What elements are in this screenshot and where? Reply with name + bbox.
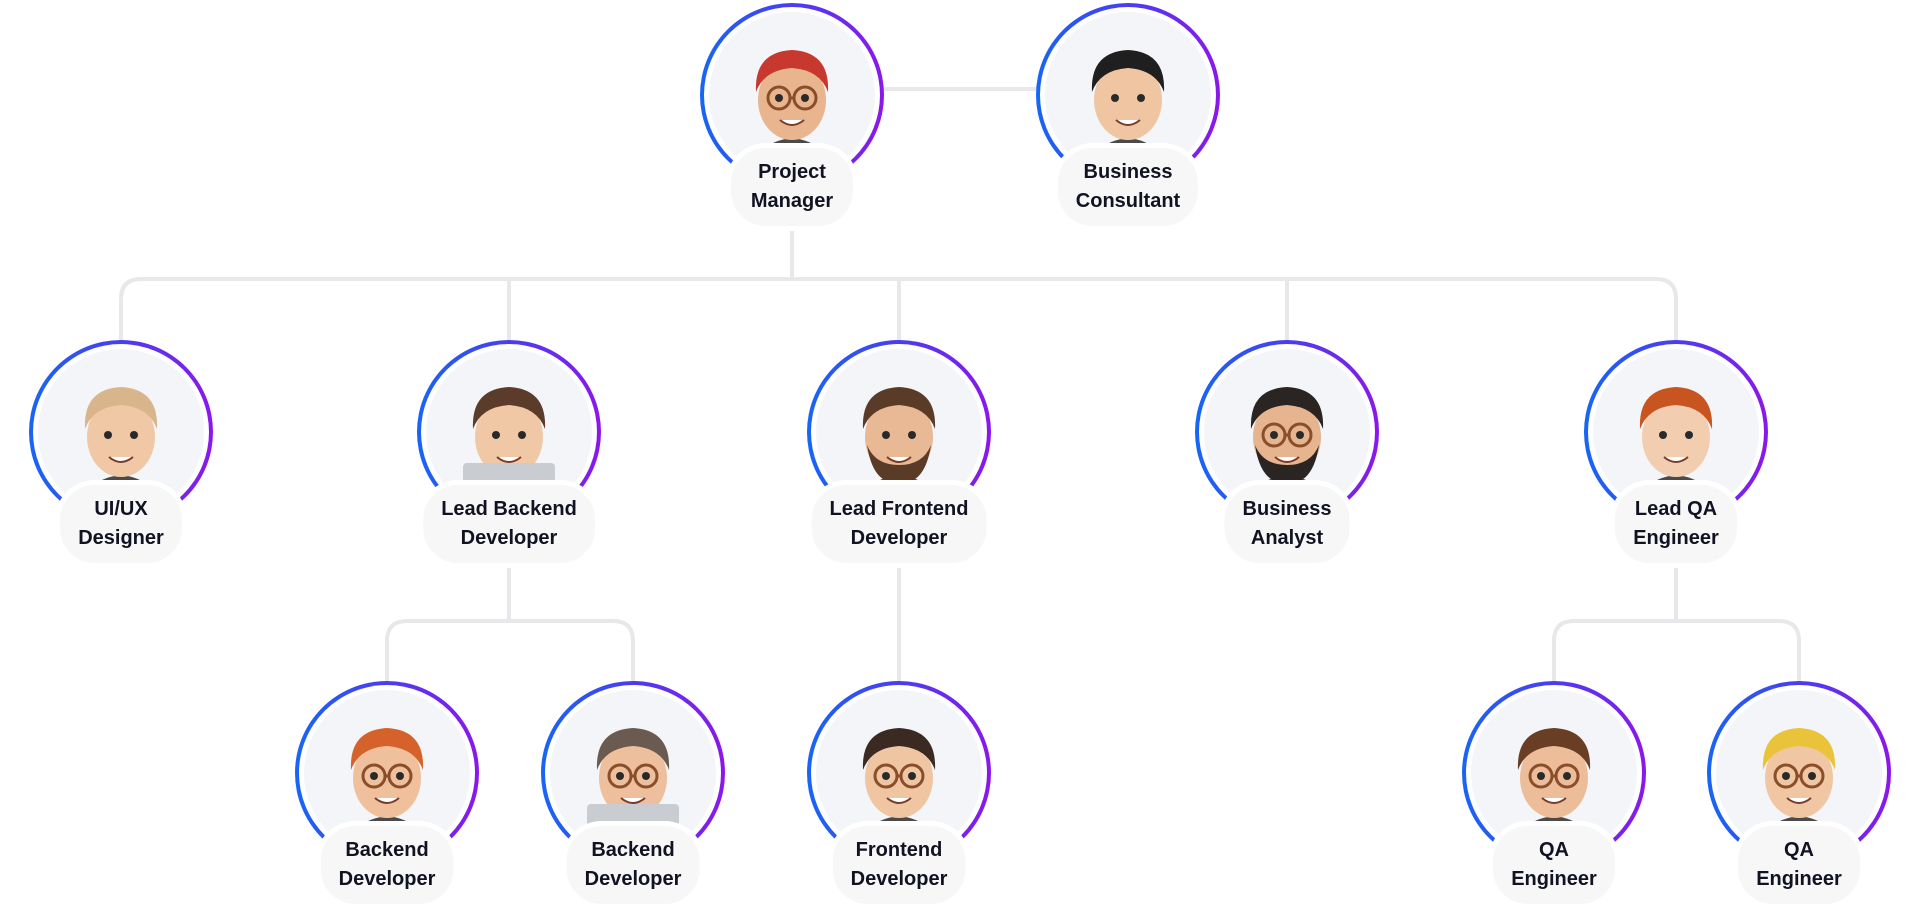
role-label-line-2: Designer [78, 527, 164, 549]
role-label: Business Consultant [1052, 143, 1204, 231]
connector-qa-team [1552, 559, 1801, 683]
role-label-line-1: QA [1784, 839, 1814, 861]
node-backend-developer-2[interactable]: Backend Developer [541, 681, 725, 911]
role-label-line-1: Business [1242, 498, 1332, 520]
role-label-line-2: Developer [584, 868, 682, 890]
node-business-analyst[interactable]: Business Analyst [1195, 340, 1379, 570]
role-label-line-2: Developer [850, 527, 948, 549]
node-backend-developer-1[interactable]: Backend Developer [295, 681, 479, 911]
role-label: Business Analyst [1219, 480, 1355, 568]
role-label: QA Engineer [1733, 821, 1865, 909]
role-label: Project Manager [726, 143, 858, 231]
role-label: UI/UX Designer [55, 480, 187, 568]
role-label-line-1: Lead Frontend [829, 498, 969, 520]
role-label: Backend Developer [561, 821, 705, 909]
avatar-icon [1759, 728, 1839, 856]
role-label-line-2: Engineer [1756, 868, 1842, 890]
role-label-line-2: Engineer [1633, 527, 1719, 549]
role-label: Lead Backend Developer [418, 480, 600, 568]
node-frontend-developer[interactable]: Frontend Developer [807, 681, 991, 911]
role-label: Lead QA Engineer [1610, 480, 1742, 568]
node-qa-engineer-1[interactable]: QA Engineer [1462, 681, 1646, 911]
role-label-line-1: Business [1083, 161, 1173, 183]
role-label-line-1: Backend [591, 839, 675, 861]
role-label: Frontend Developer [827, 821, 971, 909]
role-label-line-2: Manager [750, 190, 834, 212]
node-lead-backend-developer[interactable]: Lead Backend Developer [417, 340, 601, 570]
role-label: Backend Developer [315, 821, 459, 909]
role-label-line-2: Consultant [1075, 190, 1181, 212]
role-label-line-2: Engineer [1511, 868, 1597, 890]
role-label-line-2: Developer [338, 868, 436, 890]
role-label-line-2: Developer [460, 527, 558, 549]
node-lead-frontend-developer[interactable]: Lead Frontend Developer [806, 340, 992, 570]
role-label-line-2: Analyst [1250, 527, 1324, 549]
connector-backend-team [385, 559, 635, 683]
node-qa-engineer-2[interactable]: QA Engineer [1707, 681, 1891, 911]
avatar-ring [29, 340, 213, 524]
role-label-line-2: Developer [850, 868, 948, 890]
connector-row2-drop [507, 277, 1289, 342]
role-label: Lead Frontend Developer [806, 480, 992, 568]
role-label-line-1: Frontend [855, 839, 943, 861]
role-label-line-1: Project [758, 161, 826, 183]
node-lead-qa-engineer[interactable]: Lead QA Engineer [1584, 340, 1768, 570]
role-label-line-1: Lead Backend [441, 498, 577, 520]
node-ui-ux-designer[interactable]: UI/UX Designer [29, 340, 213, 570]
role-label-line-1: UI/UX [94, 498, 148, 520]
node-business-consultant[interactable]: Business Consultant [1036, 3, 1220, 233]
role-label-line-1: Lead QA [1634, 498, 1718, 520]
role-label-line-1: QA [1539, 839, 1569, 861]
node-project-manager[interactable]: Project Manager [700, 3, 884, 233]
role-label-line-1: Backend [345, 839, 429, 861]
role-label: QA Engineer [1488, 821, 1620, 909]
